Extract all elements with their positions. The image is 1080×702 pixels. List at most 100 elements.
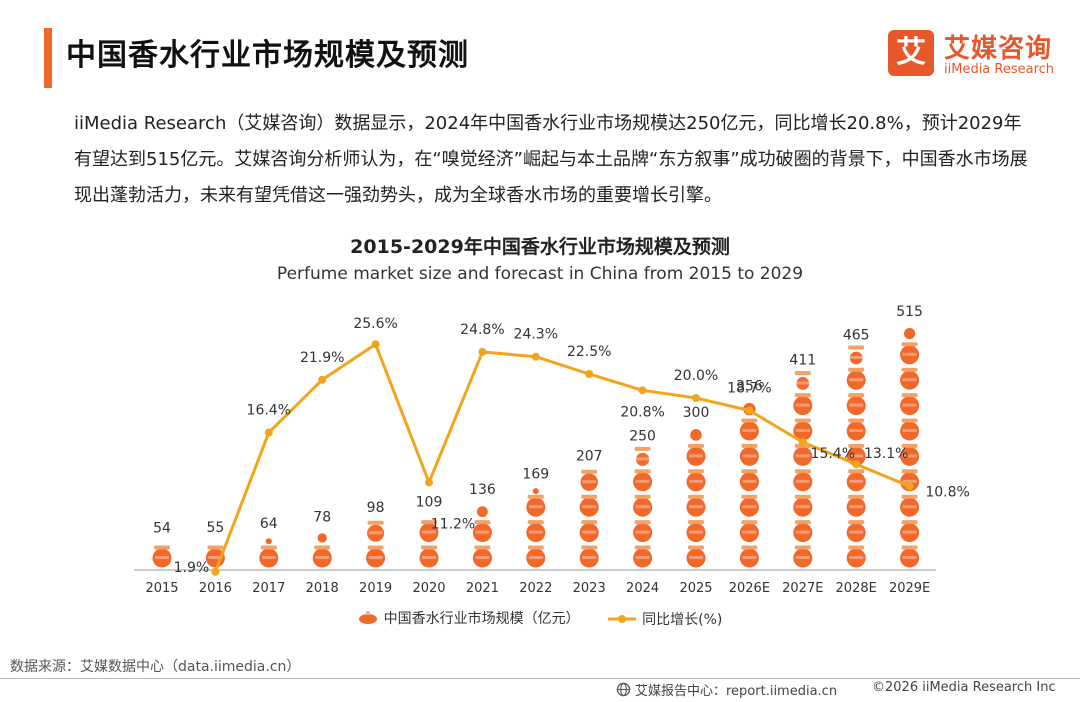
bar-flask-2019-1 [366,545,386,568]
bar-value-label-2026E: 356 [736,379,763,395]
footer-divider [0,678,1080,679]
bar-flask-2023-3 [579,494,599,517]
growth-point-2023 [585,370,594,378]
x-tick-label-2028E: 2028E [836,581,877,596]
flask-icon [358,611,377,624]
growth-point-2029E [905,482,914,491]
growth-point-2017 [264,428,273,437]
bar-value-label-2029E: 515 [896,304,923,320]
bar-flask-2028E-4 [846,469,866,492]
growth-label-2023: 22.5% [567,344,611,360]
bar-flask-2017-partial [265,538,272,545]
bar-flask-2027E-2 [793,520,813,543]
growth-label-2025: 20.0% [674,368,718,384]
bar-flask-2029E-8 [900,367,920,390]
growth-point-2025 [692,394,700,402]
bar-flask-2020-1 [419,545,439,568]
growth-point-2026E [745,406,754,415]
bar-flask-2027E-1 [793,545,813,568]
bar-flask-2020-2 [419,520,439,543]
bar-flask-2026E-1 [739,545,759,568]
logo: 艾 艾媒咨询 iiMedia Research [888,30,1060,82]
bar-flask-2021-1 [472,545,492,568]
bar-flask-2027E-partial [794,370,811,390]
growth-label-2027E: 15.4% [811,446,855,462]
x-tick-label-2027E: 2027E [782,581,823,596]
bar-flask-2027E-6 [793,418,813,441]
bar-flask-2024-2 [633,520,653,543]
x-tick-label-2018: 2018 [306,581,339,596]
chart-subtitle: Perfume market size and forecast in Chin… [276,264,804,284]
growth-line [213,342,911,573]
footer-report-link[interactable]: 艾媒报告中心：report.iimedia.cn [616,680,837,699]
title-accent-bar [44,28,52,88]
intro-paragraph: iiMedia Research（艾媒咨询）数据显示，2024年中国香水行业市场… [74,113,1028,206]
bar-flask-2029E-5 [900,443,920,466]
bar-value-label-2027E: 411 [789,353,816,369]
bar-flask-2024-4 [633,469,653,492]
line-marker-icon [608,615,637,623]
legend-item-growth: 同比增长(%) [608,609,722,629]
bar-flask-2028E-2 [846,520,866,543]
x-tick-label-2019: 2019 [359,581,392,596]
bar-value-label-2022: 169 [522,467,549,483]
bar-flask-2029E-partial [903,327,916,340]
bar-flask-2026E-3 [739,494,759,517]
chart-title: 2015-2029年中国香水行业市场规模及预测 [350,236,730,258]
bar-flask-2025-1 [686,545,706,568]
bar-flask-2029E-9 [900,342,920,365]
bar-flask-2029E-4 [900,469,920,492]
growth-label-2026E: 18.7% [727,380,771,396]
bar-value-label-2018: 78 [313,509,331,525]
x-tick-label-2026E: 2026E [729,581,770,596]
growth-label-2020: 11.2% [431,516,475,532]
legend-item-market-size: 中国香水行业市场规模（亿元） [358,608,580,628]
bar-flask-2026E-4 [739,469,759,492]
bar-flask-2028E-partial [848,345,865,365]
x-tick-label-2022: 2022 [519,581,552,596]
bar-flask-2029E-2 [900,520,920,543]
x-tick-label-2017: 2017 [252,581,285,596]
growth-point-2028E [852,460,861,469]
chart-legend: 中国香水行业市场规模（亿元） 同比增长(%) [0,608,1080,629]
growth-point-2019 [371,340,380,349]
bar-flask-2029E-3 [900,494,920,517]
bar-flask-2022-1 [526,545,546,568]
bar-value-label-2028E: 465 [843,327,870,343]
bar-flask-2028E-8 [846,367,866,390]
bar-value-label-2017: 64 [260,516,278,532]
growth-point-2021 [478,347,487,356]
x-tick-label-2020: 2020 [412,581,445,596]
bar-value-label-2023: 207 [576,449,603,465]
growth-label-2028E: 13.1% [864,446,908,462]
footer-report-text: 艾媒报告中心：report.iimedia.cn [635,684,838,699]
bar-value-label-2015: 54 [153,521,171,537]
growth-label-2022: 24.3% [514,327,558,343]
growth-label-2024: 20.8% [620,404,664,420]
bar-flask-2026E-6 [739,418,759,441]
bar-flask-2025-3 [686,494,706,517]
growth-label-2021: 24.8% [460,322,504,338]
bar-flask-2015-1 [152,545,172,568]
globe-icon [616,682,631,697]
footer-copyright: ©2026 iiMedia Research Inc [872,680,1056,695]
bar-flask-2018-partial [317,533,327,543]
growth-point-2016 [211,567,220,576]
bar-flask-2023-1 [579,545,599,568]
x-tick-label-2029E: 2029E [889,581,930,596]
x-tick-label-2025: 2025 [679,581,712,596]
bar-flask-2025-4 [686,469,706,492]
legend-label-growth: 同比增长(%) [642,612,723,628]
growth-label-2016: 1.9% [174,560,210,576]
bar-flask-2025-partial [690,429,702,441]
bar-flask-2027E-7 [793,393,813,416]
bar-flask-2021-partial [476,506,488,518]
growth-point-2020 [425,478,433,487]
bar-flask-2029E-1 [900,545,920,568]
bar-flask-2023-partial [580,469,598,491]
bar-flask-2027E-4 [793,469,813,492]
bar-flask-2029E-6 [900,418,920,441]
page-title: 中国香水行业市场规模及预测 [66,38,469,73]
x-tick-label-2021: 2021 [466,581,499,596]
